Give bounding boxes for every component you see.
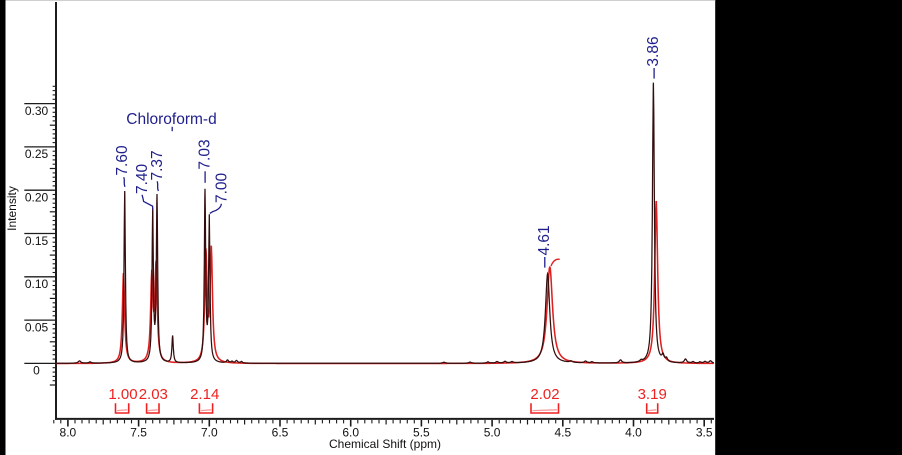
svg-text:3.86: 3.86 (645, 36, 662, 66)
svg-text:8.0: 8.0 (60, 425, 77, 439)
svg-text:7.37: 7.37 (149, 150, 166, 180)
svg-text:0.20: 0.20 (25, 191, 49, 205)
svg-text:7.5: 7.5 (130, 425, 147, 439)
svg-text:0.30: 0.30 (25, 104, 49, 118)
svg-text:6.0: 6.0 (342, 425, 359, 439)
svg-text:2.03: 2.03 (139, 386, 168, 403)
svg-text:3.5: 3.5 (696, 425, 713, 439)
svg-text:7.00: 7.00 (213, 172, 230, 203)
svg-text:6.5: 6.5 (272, 425, 289, 439)
svg-text:0.05: 0.05 (25, 320, 49, 334)
svg-text:Chloroform-d: Chloroform-d (126, 111, 216, 128)
svg-text:7.03: 7.03 (197, 139, 214, 169)
svg-text:0.15: 0.15 (25, 234, 49, 248)
svg-text:4.5: 4.5 (554, 425, 571, 439)
svg-text:1.00: 1.00 (108, 386, 137, 403)
svg-text:0.25: 0.25 (25, 147, 49, 161)
svg-text:7.60: 7.60 (114, 145, 131, 176)
svg-text:2.02: 2.02 (530, 386, 559, 403)
svg-text:Chemical Shift (ppm): Chemical Shift (ppm) (329, 437, 441, 451)
svg-text:7.0: 7.0 (201, 425, 218, 439)
svg-text:0: 0 (33, 364, 40, 378)
svg-text:Intensity: Intensity (5, 186, 19, 231)
svg-text:2.14: 2.14 (190, 386, 219, 403)
svg-text:4.0: 4.0 (625, 425, 642, 439)
svg-text:4.61: 4.61 (536, 225, 553, 255)
svg-text:5.0: 5.0 (484, 425, 501, 439)
svg-text:3.19: 3.19 (638, 386, 667, 403)
svg-text:0.10: 0.10 (25, 277, 49, 291)
svg-text:5.5: 5.5 (413, 425, 430, 439)
svg-text:7.40: 7.40 (134, 163, 151, 194)
